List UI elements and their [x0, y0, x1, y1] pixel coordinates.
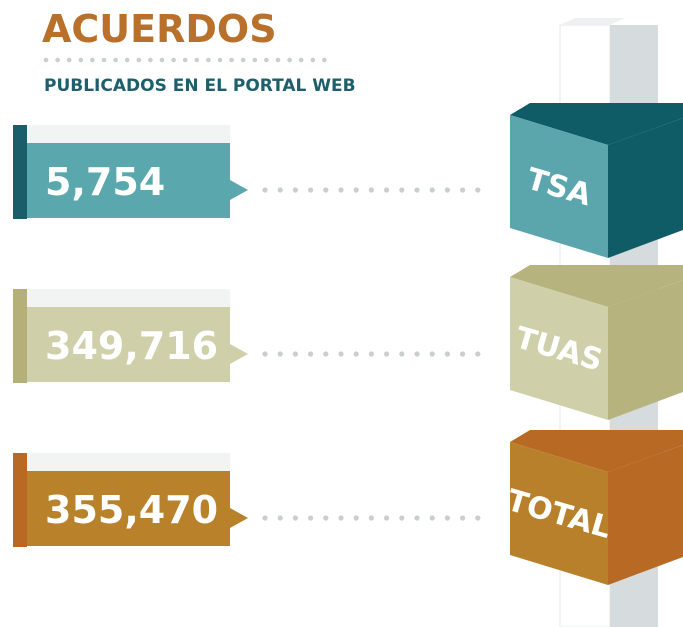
page: ACUERDOS PUBLICADOS EN EL PORTAL WEB 5,7… — [0, 0, 683, 627]
connector-dot — [354, 187, 359, 192]
dot — [125, 58, 130, 63]
connector-dot — [278, 515, 283, 520]
dot — [79, 58, 84, 63]
connector-dot — [354, 515, 359, 520]
connector-dot — [384, 187, 389, 192]
connector-dot — [323, 515, 328, 520]
connector-dot — [308, 187, 313, 192]
title-divider — [44, 58, 327, 63]
connector-dot — [293, 351, 298, 356]
connector-dot — [384, 515, 389, 520]
value: 355,470 — [45, 488, 218, 532]
connector-dot — [414, 351, 419, 356]
connector-dot — [262, 351, 267, 356]
value: 349,716 — [45, 324, 218, 368]
value-box-strip — [13, 453, 230, 471]
dot — [311, 58, 316, 63]
connector-dot — [278, 187, 283, 192]
connector-dot — [293, 187, 298, 192]
dot — [276, 58, 281, 63]
connector-dot — [430, 351, 435, 356]
connector-dot — [445, 351, 450, 356]
dot — [44, 58, 49, 63]
connector-dot — [278, 351, 283, 356]
connector-dot — [475, 187, 480, 192]
dot — [171, 58, 176, 63]
value-box-accent — [13, 125, 27, 219]
connector-dot — [460, 187, 465, 192]
dot — [229, 58, 234, 63]
connector-dot — [369, 351, 374, 356]
connector-dot — [414, 187, 419, 192]
value-box-accent — [13, 453, 27, 547]
connector-dot — [384, 351, 389, 356]
dot — [299, 58, 304, 63]
connector-dot — [323, 187, 328, 192]
dot — [90, 58, 95, 63]
value-box-strip — [13, 125, 230, 143]
dot — [55, 58, 60, 63]
connector-dot — [399, 351, 404, 356]
infographic: ACUERDOS PUBLICADOS EN EL PORTAL WEB 5,7… — [0, 0, 683, 627]
dot — [113, 58, 118, 63]
connector-dot — [323, 351, 328, 356]
connector-dot — [338, 351, 343, 356]
subtitle: PUBLICADOS EN EL PORTAL WEB — [44, 76, 356, 96]
dot — [206, 58, 211, 63]
connector-dot — [460, 351, 465, 356]
dot — [264, 58, 269, 63]
connector-dot — [475, 515, 480, 520]
dot — [287, 58, 292, 63]
connector-dot — [369, 515, 374, 520]
connector-dot — [399, 187, 404, 192]
title: ACUERDOS — [42, 7, 277, 51]
connector-dot — [262, 515, 267, 520]
connector-dot — [308, 351, 313, 356]
connector-dot — [338, 515, 343, 520]
connector-dot — [460, 515, 465, 520]
connector-dot — [354, 351, 359, 356]
dot — [241, 58, 246, 63]
connector-dot — [475, 351, 480, 356]
connector-dot — [445, 187, 450, 192]
connector-dot — [262, 187, 267, 192]
connector-dot — [399, 515, 404, 520]
connector-dot — [414, 515, 419, 520]
connector-dot — [369, 187, 374, 192]
dot — [137, 58, 142, 63]
dot — [183, 58, 188, 63]
dot — [195, 58, 200, 63]
value: 5,754 — [45, 160, 165, 204]
value-box-strip — [13, 289, 230, 307]
value-box-accent — [13, 289, 27, 383]
dot — [253, 58, 258, 63]
pillar-top — [560, 18, 625, 25]
connector-dot — [445, 515, 450, 520]
connector-dot — [293, 515, 298, 520]
dot — [160, 58, 165, 63]
dot — [218, 58, 223, 63]
dot — [322, 58, 327, 63]
dot — [67, 58, 72, 63]
connector-dot — [430, 515, 435, 520]
connector-dot — [308, 515, 313, 520]
connector-dot — [338, 187, 343, 192]
dot — [102, 58, 107, 63]
dot — [148, 58, 153, 63]
connector-dot — [430, 187, 435, 192]
